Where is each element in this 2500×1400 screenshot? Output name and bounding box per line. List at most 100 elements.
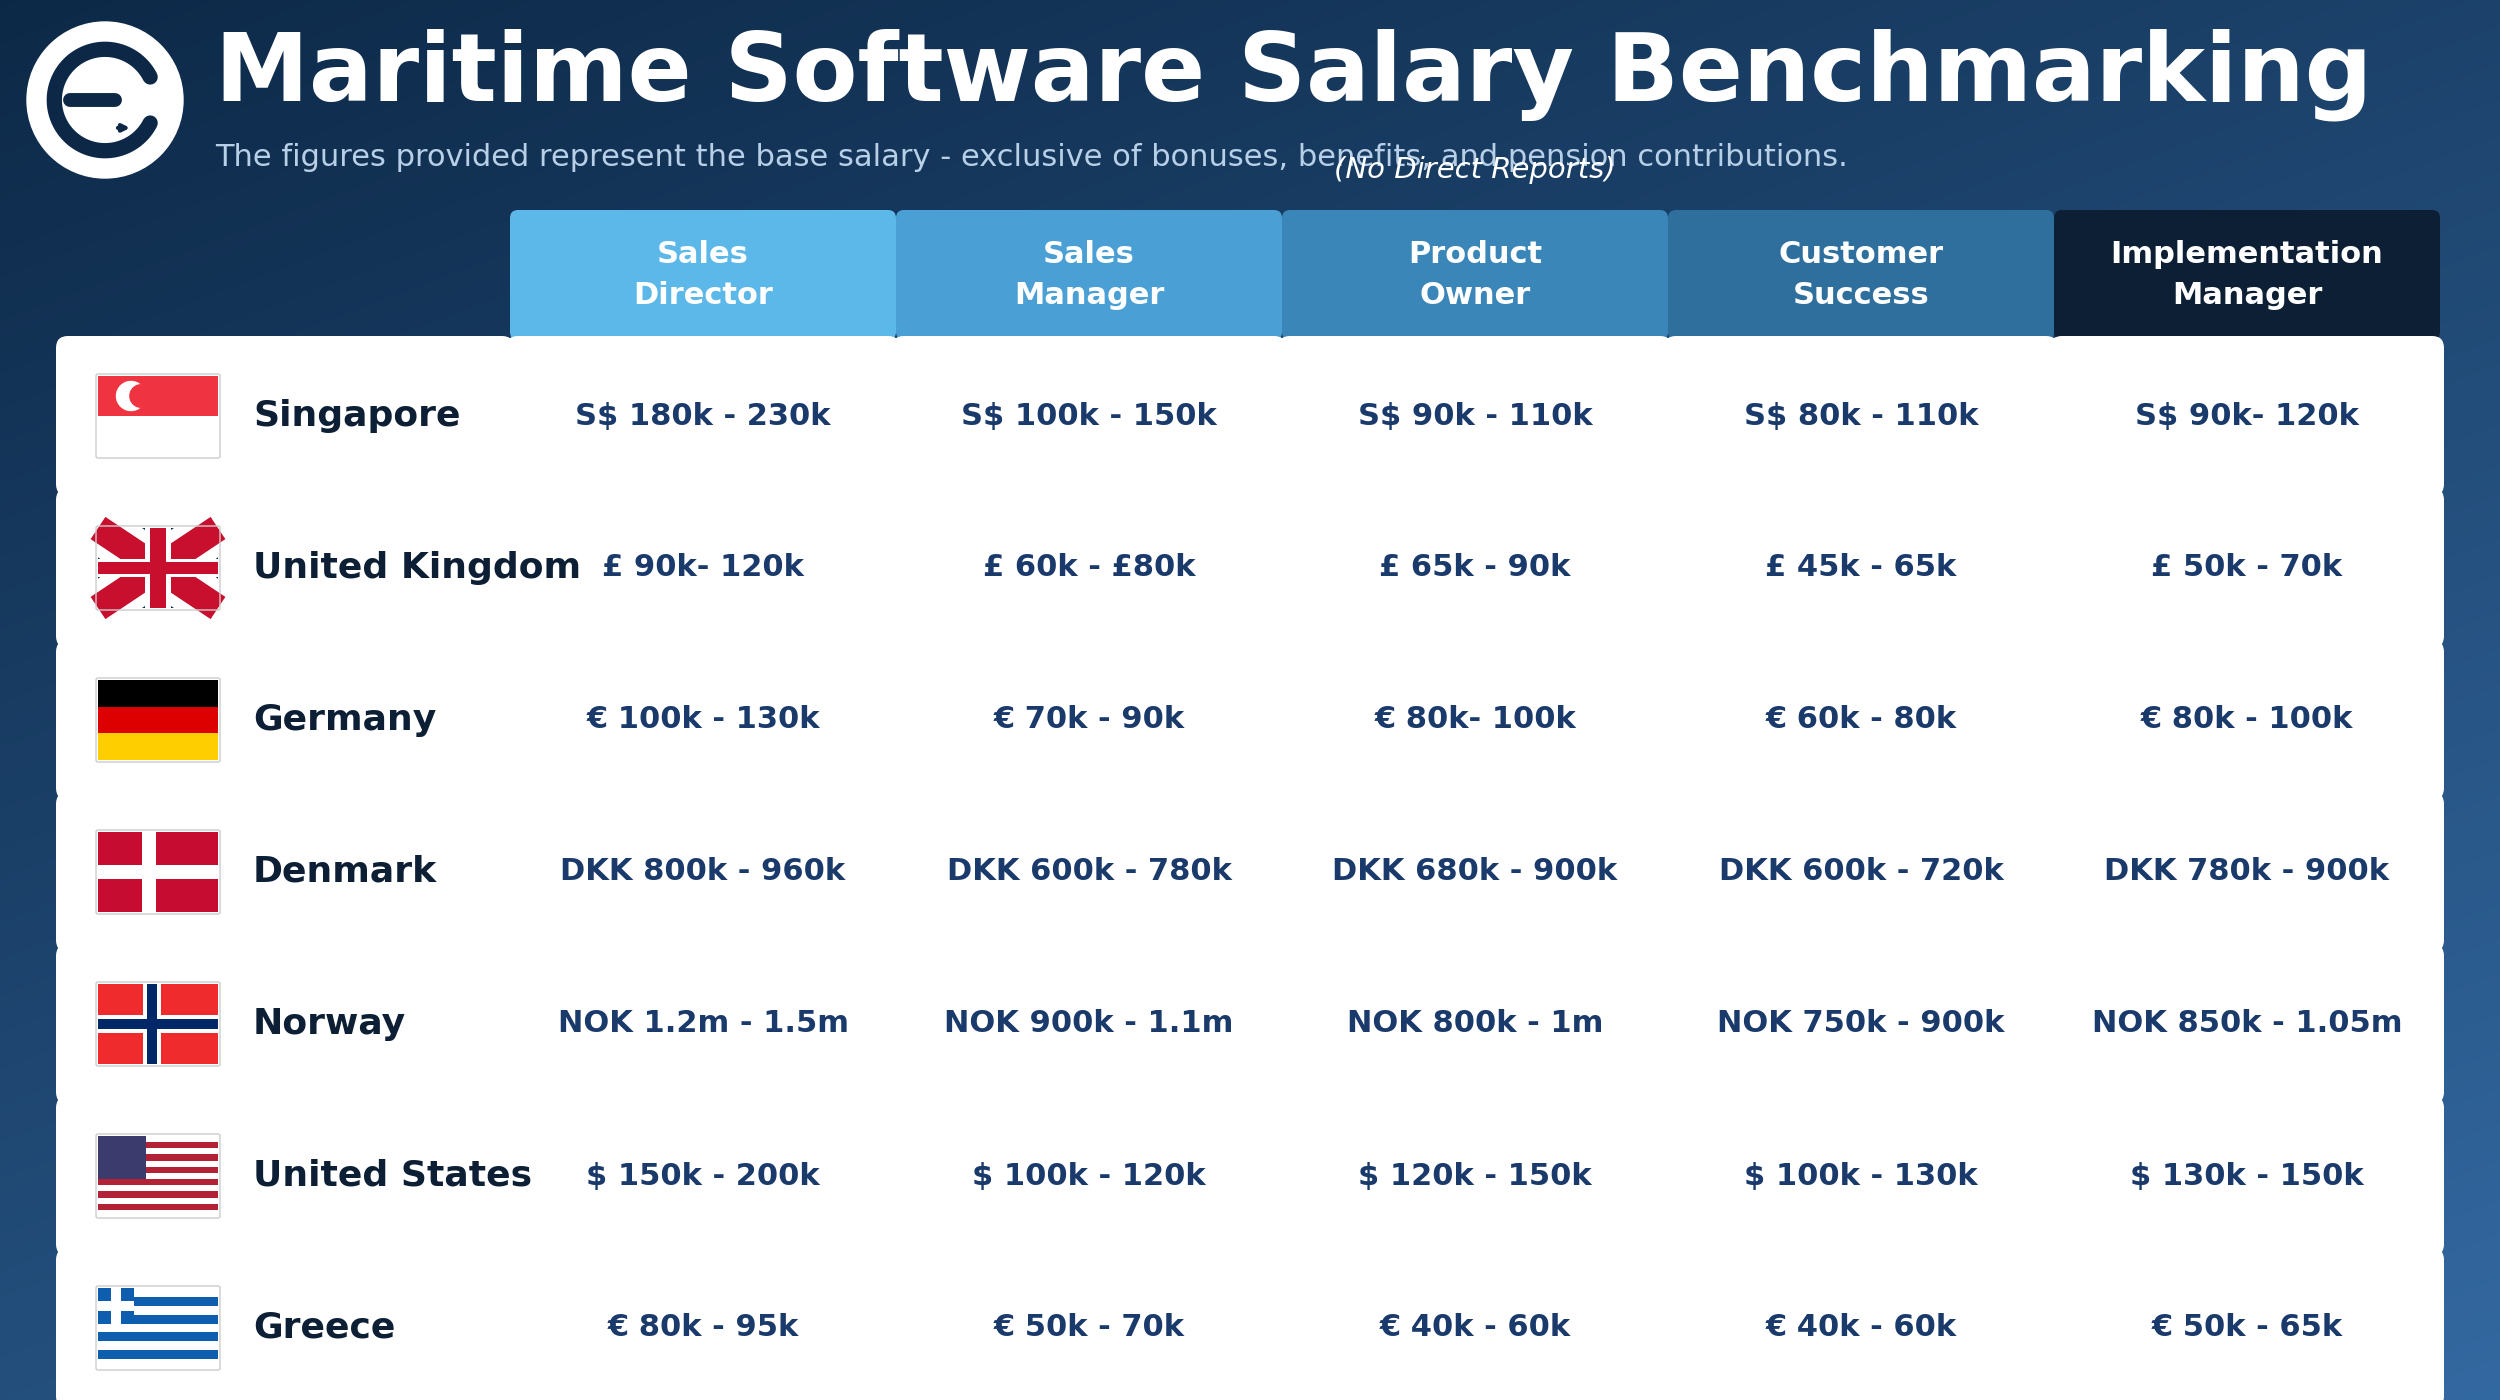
Bar: [98, 1161, 218, 1166]
FancyBboxPatch shape: [1665, 489, 2058, 648]
Bar: [98, 1359, 218, 1368]
Bar: [98, 984, 218, 1064]
FancyBboxPatch shape: [1665, 336, 2058, 496]
Bar: [98, 1015, 218, 1033]
FancyBboxPatch shape: [2050, 336, 2445, 496]
FancyBboxPatch shape: [892, 1096, 1285, 1256]
Bar: [98, 1341, 218, 1350]
Bar: [98, 1210, 218, 1217]
Text: S$ 100k - 150k: S$ 100k - 150k: [960, 402, 1218, 431]
Text: Germany: Germany: [253, 703, 438, 736]
Text: £ 50k - 70k: £ 50k - 70k: [2152, 553, 2342, 582]
FancyBboxPatch shape: [1278, 792, 1672, 952]
Bar: [98, 563, 218, 574]
FancyBboxPatch shape: [892, 336, 1285, 496]
FancyBboxPatch shape: [1278, 1096, 1672, 1256]
Text: € 70k - 90k: € 70k - 90k: [992, 706, 1185, 735]
FancyBboxPatch shape: [1278, 336, 1672, 496]
FancyBboxPatch shape: [505, 1247, 900, 1400]
Text: $ 130k - 150k: $ 130k - 150k: [2130, 1162, 2365, 1190]
Bar: [98, 377, 218, 416]
Text: € 50k - 70k: € 50k - 70k: [992, 1313, 1185, 1343]
Wedge shape: [115, 381, 145, 412]
FancyBboxPatch shape: [1278, 944, 1672, 1105]
Text: Customer
Success: Customer Success: [1778, 241, 1943, 309]
Text: € 80k - 95k: € 80k - 95k: [608, 1313, 798, 1343]
Bar: [145, 528, 170, 608]
FancyBboxPatch shape: [505, 792, 900, 952]
FancyBboxPatch shape: [1668, 210, 2055, 340]
Bar: [98, 559, 218, 577]
Bar: [98, 1135, 145, 1179]
Text: NOK 900k - 1.1m: NOK 900k - 1.1m: [945, 1009, 1232, 1039]
FancyBboxPatch shape: [2050, 1096, 2445, 1256]
Text: United States: United States: [253, 1159, 532, 1193]
FancyBboxPatch shape: [1278, 489, 1672, 648]
Wedge shape: [130, 384, 152, 407]
FancyBboxPatch shape: [505, 336, 900, 496]
Text: DKK 600k - 780k: DKK 600k - 780k: [948, 857, 1232, 886]
FancyBboxPatch shape: [895, 210, 1282, 340]
FancyBboxPatch shape: [55, 1096, 515, 1256]
FancyBboxPatch shape: [1278, 1247, 1672, 1400]
Bar: [98, 680, 218, 707]
Bar: [98, 707, 218, 734]
Text: $ 100k - 120k: $ 100k - 120k: [972, 1162, 1205, 1190]
FancyBboxPatch shape: [1278, 640, 1672, 799]
Text: S$ 80k - 110k: S$ 80k - 110k: [1745, 402, 1978, 431]
Text: NOK 750k - 900k: NOK 750k - 900k: [1718, 1009, 2005, 1039]
Text: € 40k - 60k: € 40k - 60k: [1765, 1313, 1958, 1343]
FancyBboxPatch shape: [55, 1247, 515, 1400]
FancyBboxPatch shape: [505, 1096, 900, 1256]
FancyBboxPatch shape: [55, 489, 515, 648]
Text: Sales
Manager: Sales Manager: [1015, 241, 1165, 309]
Text: € 80k- 100k: € 80k- 100k: [1375, 706, 1575, 735]
Bar: [98, 1148, 218, 1155]
Circle shape: [40, 36, 170, 164]
Text: € 40k - 60k: € 40k - 60k: [1380, 1313, 1570, 1343]
Text: S$ 90k- 120k: S$ 90k- 120k: [2135, 402, 2360, 431]
Text: £ 45k - 65k: £ 45k - 65k: [1765, 553, 1958, 582]
Text: The figures provided represent the base salary - exclusive of bonuses, benefits,: The figures provided represent the base …: [215, 144, 1848, 172]
Bar: [98, 416, 218, 456]
Text: Product
Owner: Product Owner: [1407, 241, 1542, 309]
FancyBboxPatch shape: [510, 210, 895, 340]
FancyBboxPatch shape: [1665, 640, 2058, 799]
FancyBboxPatch shape: [55, 336, 515, 496]
Text: DKK 680k - 900k: DKK 680k - 900k: [1332, 857, 1618, 886]
Bar: [98, 1173, 218, 1179]
Text: (No Direct Reports): (No Direct Reports): [1335, 155, 1615, 183]
Text: S$ 90k - 110k: S$ 90k - 110k: [1358, 402, 1592, 431]
Text: € 100k - 130k: € 100k - 130k: [585, 706, 820, 735]
FancyBboxPatch shape: [505, 944, 900, 1105]
Bar: [98, 1197, 218, 1204]
FancyBboxPatch shape: [2050, 489, 2445, 648]
Text: € 60k - 80k: € 60k - 80k: [1765, 706, 1958, 735]
Bar: [142, 832, 155, 911]
Bar: [98, 1135, 218, 1217]
FancyBboxPatch shape: [1282, 210, 1668, 340]
FancyBboxPatch shape: [2055, 210, 2440, 340]
Text: Maritime Software Salary Benchmarking: Maritime Software Salary Benchmarking: [215, 29, 2372, 122]
FancyBboxPatch shape: [2050, 944, 2445, 1105]
Bar: [150, 528, 168, 608]
Bar: [98, 1288, 218, 1368]
Text: NOK 850k - 1.05m: NOK 850k - 1.05m: [2092, 1009, 2402, 1039]
FancyBboxPatch shape: [892, 640, 1285, 799]
Text: € 80k - 100k: € 80k - 100k: [2140, 706, 2352, 735]
Bar: [98, 734, 218, 760]
Circle shape: [28, 22, 182, 178]
FancyBboxPatch shape: [2050, 792, 2445, 952]
Bar: [148, 984, 158, 1064]
Text: $ 100k - 130k: $ 100k - 130k: [1745, 1162, 1978, 1190]
Text: £ 60k - £80k: £ 60k - £80k: [982, 553, 1195, 582]
Text: United Kingdom: United Kingdom: [253, 552, 580, 585]
FancyBboxPatch shape: [892, 489, 1285, 648]
Text: Norway: Norway: [253, 1007, 405, 1042]
Text: € 50k - 65k: € 50k - 65k: [2152, 1313, 2342, 1343]
FancyBboxPatch shape: [1665, 1247, 2058, 1400]
FancyBboxPatch shape: [505, 640, 900, 799]
Bar: [142, 984, 160, 1064]
FancyBboxPatch shape: [505, 489, 900, 648]
FancyBboxPatch shape: [892, 1247, 1285, 1400]
